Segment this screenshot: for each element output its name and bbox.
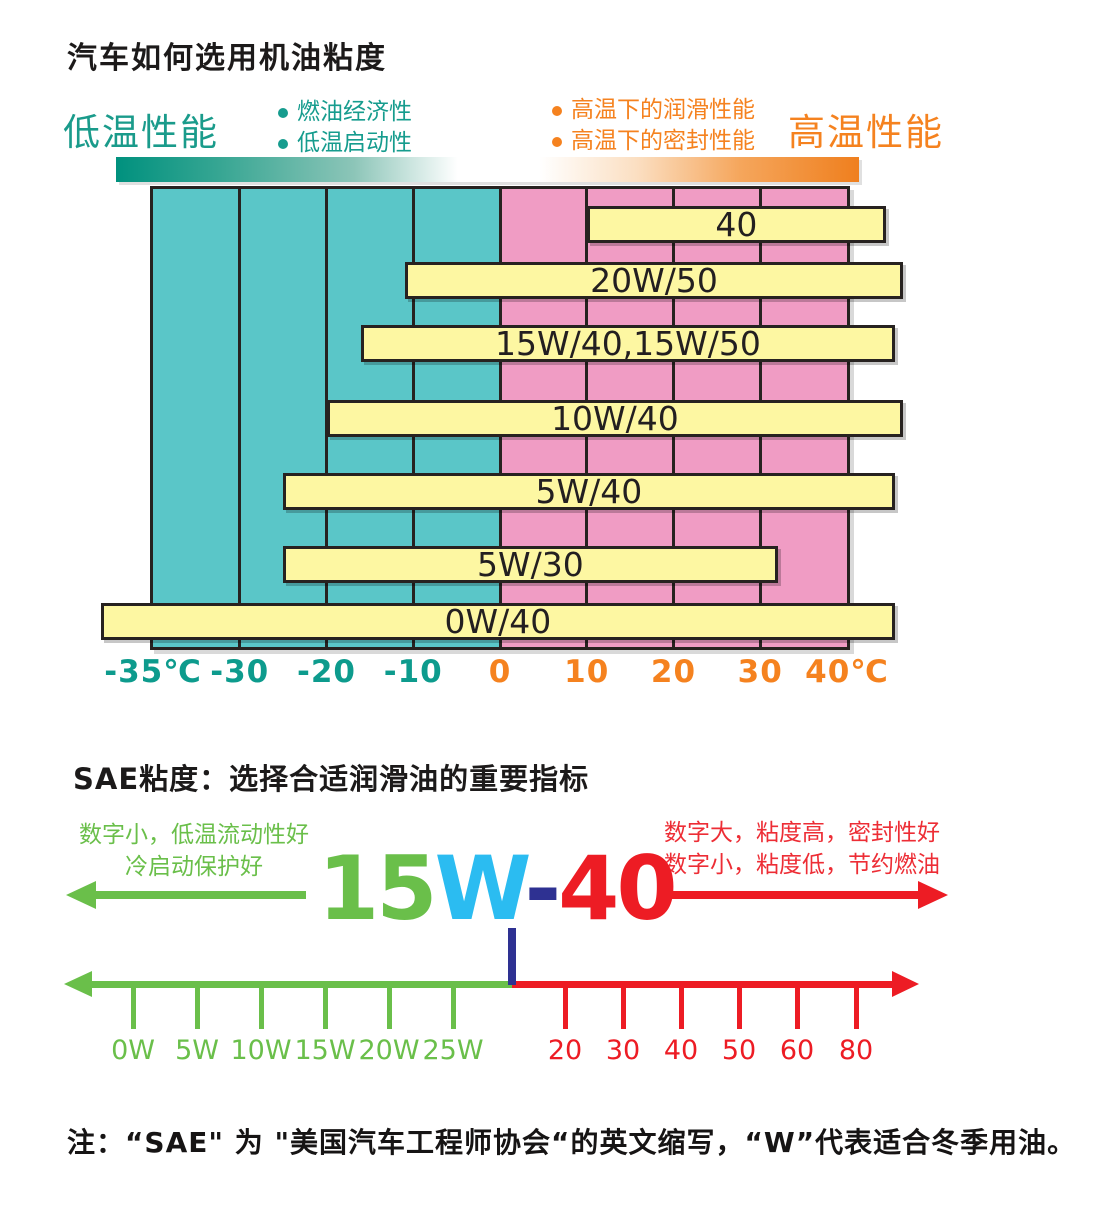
summer-scale-tick-label: 60: [779, 1035, 815, 1066]
winter-scale-tick-label: 20W: [358, 1035, 420, 1066]
gridline: [238, 189, 242, 647]
left-arrow-shaft: [94, 891, 306, 899]
x-axis-tick-label: -20: [296, 654, 357, 690]
x-axis-tick-label: -10: [383, 654, 443, 690]
summer-note-line1: 数字大，粘度高，密封性好: [664, 820, 940, 846]
summer-note-line2: 数字小，粘度低，节约燃油: [664, 852, 940, 878]
low-temp-bullet: 燃油经济性: [278, 99, 412, 126]
high-temp-bullet-list: 高温下的润滑性能 高温下的密封性能: [552, 97, 755, 155]
summer-scale-tick: [794, 984, 800, 1029]
x-axis-tick-label: -30: [210, 654, 270, 690]
bar-label: 40: [715, 205, 758, 244]
winter-scale-tick: [130, 984, 136, 1029]
bar-label: 5W/40: [535, 472, 643, 511]
summer-scale-arrow-icon: [892, 971, 919, 997]
low-temp-bullet-label: 低温启动性: [297, 130, 412, 156]
summer-side-note: 数字大，粘度高，密封性好 数字小，粘度低，节约燃油: [664, 817, 940, 881]
low-temp-bullet: 低温启动性: [278, 130, 412, 157]
bullet-dot-icon: [552, 105, 562, 116]
high-temp-bullet-label: 高温下的密封性能: [571, 128, 755, 154]
low-temp-bullet-list: 燃油经济性低温启动性: [278, 99, 412, 157]
low-temp-performance-label: 低温性能: [63, 111, 219, 154]
bullet-dot-icon: [278, 107, 288, 118]
summer-scale-line: [512, 981, 892, 988]
low-temp-bullet-label: 燃油经济性: [297, 99, 412, 125]
winter-scale-arrow-icon: [64, 971, 92, 997]
winter-scale-tick-label: 10W: [230, 1035, 292, 1066]
high-temp-performance-label: 高温性能: [788, 111, 944, 154]
left-arrow-icon: [66, 881, 96, 909]
winter-scale-tick-label: 0W: [111, 1035, 155, 1066]
high-temp-bullet: 高温下的密封性能: [552, 128, 755, 155]
summer-scale-tick: [853, 984, 859, 1029]
summer-scale-tick: [562, 984, 568, 1029]
summer-scale-tick-label: 20: [547, 1035, 583, 1066]
right-arrow-shaft: [666, 891, 920, 899]
summer-scale-tick-label: 50: [721, 1035, 757, 1066]
x-axis-tick-label: -35℃: [104, 654, 202, 690]
summer-scale-tick: [736, 984, 742, 1029]
grade-dash: -: [524, 837, 561, 940]
x-axis-tick-label: 20: [650, 654, 697, 690]
viscosity-bar: 15W/40,15W/50: [361, 325, 895, 362]
sae-section-title: SAE粘度：选择合适润滑油的重要指标: [73, 762, 590, 796]
summer-scale-tick-label: 40: [663, 1035, 699, 1066]
bar-label: 15W/40,15W/50: [494, 324, 761, 363]
high-temp-bullet-label: 高温下的润滑性能: [571, 97, 755, 123]
x-axis-tick-label: 30: [737, 654, 783, 690]
summer-scale-tick: [620, 984, 626, 1029]
winter-scale-tick-label: 5W: [175, 1035, 219, 1066]
winter-scale-tick: [194, 984, 200, 1029]
viscosity-grade-label: 15W-40: [318, 845, 678, 933]
summer-scale-tick-label: 30: [605, 1035, 641, 1066]
summer-scale-tick-label: 80: [838, 1035, 874, 1066]
winter-scale-tick-label: 15W: [294, 1035, 356, 1066]
bar-label: 20W/50: [590, 261, 718, 300]
page-title: 汽车如何选用机油粘度: [67, 41, 387, 76]
winter-scale-tick: [258, 984, 264, 1029]
right-arrow-icon: [918, 881, 948, 909]
x-axis-tick-label: 10: [564, 654, 610, 690]
viscosity-bar: 10W/40: [326, 399, 904, 438]
footnote: 注：“SAE" 为 "美国汽车工程师协会“的英文缩写，“W”代表适合冬季用油。: [67, 1126, 1077, 1159]
temperature-gradient-bar: [116, 157, 859, 182]
winter-scale-tick: [322, 984, 328, 1029]
winter-scale-tick: [450, 984, 456, 1029]
summer-number: 40: [558, 837, 677, 940]
bullet-dot-icon: [278, 138, 288, 149]
winter-scale-tick-label: 25W: [422, 1035, 484, 1066]
winter-side-note: 数字小，低温流动性好 冷启动保护好: [78, 819, 310, 883]
bar-label: 5W/30: [476, 545, 584, 584]
winter-scale-line: [90, 981, 512, 988]
scale-center-marker: [508, 928, 516, 985]
viscosity-bar: 5W/30: [283, 545, 778, 584]
x-axis-labels: -35℃ -30 -20 -10 0 10 20 30 40℃: [104, 654, 888, 690]
bar-label: 10W/40: [551, 399, 679, 438]
viscosity-chart: 40 20W/50 15W/40,15W/50 10W/40 5W/40 5W/30 0W/…: [100, 186, 904, 650]
x-axis-tick-label: 40℃: [805, 654, 889, 690]
bullet-dot-icon: [552, 136, 562, 147]
winter-number: 15: [318, 837, 437, 940]
viscosity-bar: 0W/40: [100, 602, 895, 641]
winter-w-char: W: [434, 837, 527, 940]
bar-label: 0W/40: [444, 602, 552, 641]
high-temp-bullet: 高温下的润滑性能: [552, 97, 755, 124]
viscosity-bar: 20W/50: [404, 261, 904, 300]
winter-note-line2: 冷启动保护好: [125, 854, 263, 880]
viscosity-bar: 5W/40: [283, 473, 895, 510]
x-axis-tick-label: 0: [488, 654, 512, 690]
winter-note-line1: 数字小，低温流动性好: [79, 822, 309, 848]
winter-scale-tick: [386, 984, 392, 1029]
summer-scale-tick: [678, 984, 684, 1029]
viscosity-bar: 40: [586, 205, 887, 244]
